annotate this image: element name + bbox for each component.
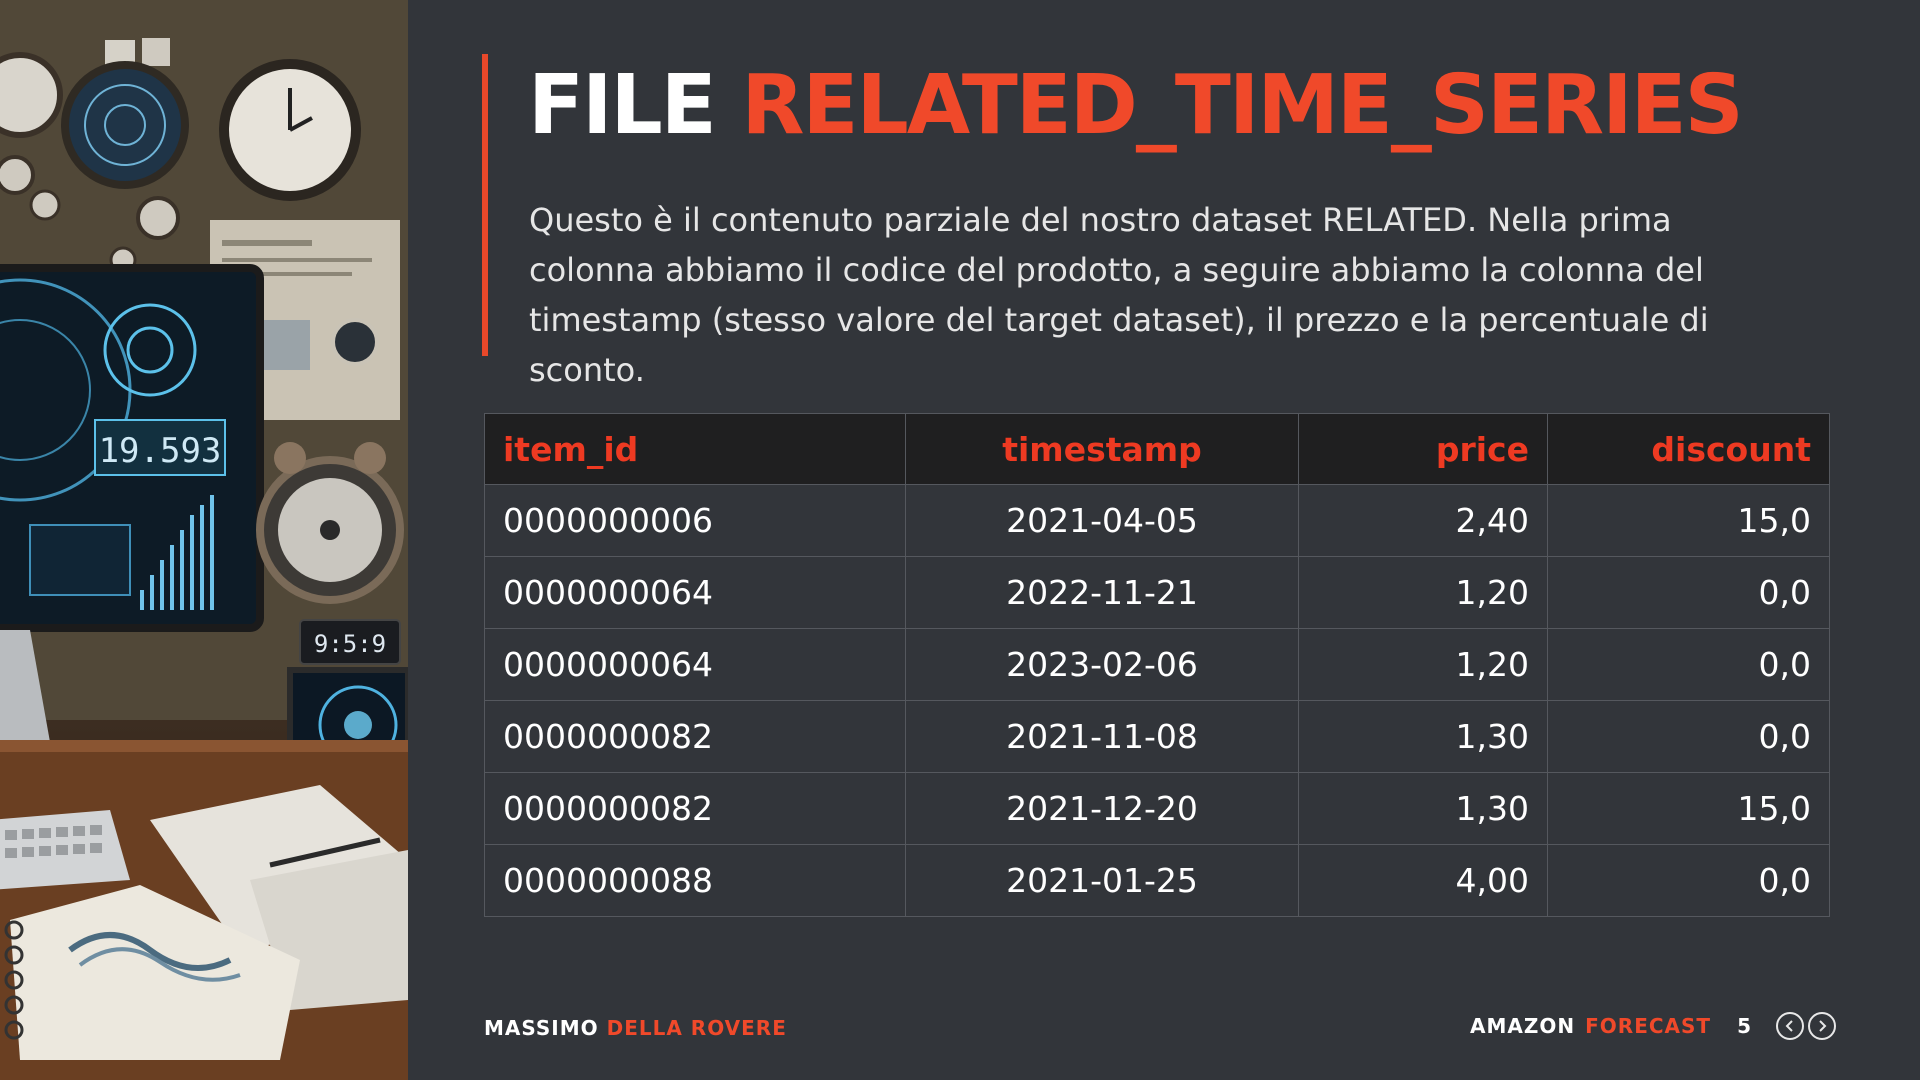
table-row: 0000000082 2021-11-08 1,30 0,0 — [484, 700, 1830, 773]
author-first-name: MASSIMO — [484, 1016, 599, 1040]
table-row: 0000000082 2021-12-20 1,30 15,0 — [484, 772, 1830, 845]
cell-item-id: 0000000088 — [484, 844, 906, 917]
illustration-svg: 19.593 9:5:9 — [0, 0, 408, 1080]
header-item-id: item_id — [484, 413, 906, 485]
title-orange-part: RELATED_TIME_SERIES — [741, 58, 1743, 153]
cell-price: 1,20 — [1298, 556, 1548, 629]
header-price: price — [1298, 413, 1548, 485]
cell-discount: 0,0 — [1547, 628, 1830, 701]
table-header-row: item_id timestamp price discount — [484, 413, 1830, 485]
footer-product: AMAZON FORECAST 5 — [1470, 1012, 1836, 1040]
decorative-illustration: 19.593 9:5:9 — [0, 0, 408, 1080]
cell-price: 1,30 — [1298, 772, 1548, 845]
cell-item-id: 0000000082 — [484, 700, 906, 773]
screen-readout: 19.593 — [99, 431, 222, 471]
cell-timestamp: 2021-11-08 — [905, 700, 1299, 773]
prev-slide-button[interactable] — [1776, 1012, 1804, 1040]
cell-timestamp: 2023-02-06 — [905, 628, 1299, 701]
page-number: 5 — [1737, 1014, 1752, 1038]
next-slide-button[interactable] — [1808, 1012, 1836, 1040]
cell-discount: 15,0 — [1547, 772, 1830, 845]
footer-author: MASSIMO DELLA ROVERE — [484, 1016, 787, 1040]
related-data-table: item_id timestamp price discount 0000000… — [484, 413, 1830, 917]
slide-title: FILE RELATED_TIME_SERIES — [528, 56, 1744, 156]
cell-timestamp: 2021-04-05 — [905, 484, 1299, 557]
cell-price: 2,40 — [1298, 484, 1548, 557]
product-last-word: FORECAST — [1585, 1014, 1712, 1038]
cell-timestamp: 2022-11-21 — [905, 556, 1299, 629]
chevron-left-icon — [1785, 1020, 1793, 1032]
data-table-container: item_id timestamp price discount 0000000… — [484, 413, 1830, 917]
cell-discount: 0,0 — [1547, 700, 1830, 773]
cell-item-id: 0000000064 — [484, 628, 906, 701]
header-timestamp: timestamp — [905, 413, 1299, 485]
title-white-part: FILE — [528, 58, 717, 153]
clock-readout: 9:5:9 — [314, 630, 386, 658]
title-accent-bar — [482, 54, 488, 356]
table-row: 0000000064 2023-02-06 1,20 0,0 — [484, 628, 1830, 701]
cell-price: 4,00 — [1298, 844, 1548, 917]
cell-item-id: 0000000082 — [484, 772, 906, 845]
chevron-right-icon — [1819, 1020, 1827, 1032]
cell-timestamp: 2021-12-20 — [905, 772, 1299, 845]
slide-navigation — [1776, 1012, 1836, 1040]
header-discount: discount — [1547, 413, 1830, 485]
cell-item-id: 0000000006 — [484, 484, 906, 557]
cell-discount: 15,0 — [1547, 484, 1830, 557]
slide-description: Questo è il contenuto parziale del nostr… — [529, 201, 1709, 389]
cell-item-id: 0000000064 — [484, 556, 906, 629]
cell-discount: 0,0 — [1547, 844, 1830, 917]
table-row: 0000000064 2022-11-21 1,20 0,0 — [484, 556, 1830, 629]
cell-price: 1,30 — [1298, 700, 1548, 773]
author-last-name: DELLA ROVERE — [606, 1016, 787, 1040]
cell-discount: 0,0 — [1547, 556, 1830, 629]
table-row: 0000000088 2021-01-25 4,00 0,0 — [484, 844, 1830, 917]
table-row: 0000000006 2021-04-05 2,40 15,0 — [484, 484, 1830, 557]
cell-timestamp: 2021-01-25 — [905, 844, 1299, 917]
product-first-word: AMAZON — [1470, 1014, 1576, 1038]
cell-price: 1,20 — [1298, 628, 1548, 701]
